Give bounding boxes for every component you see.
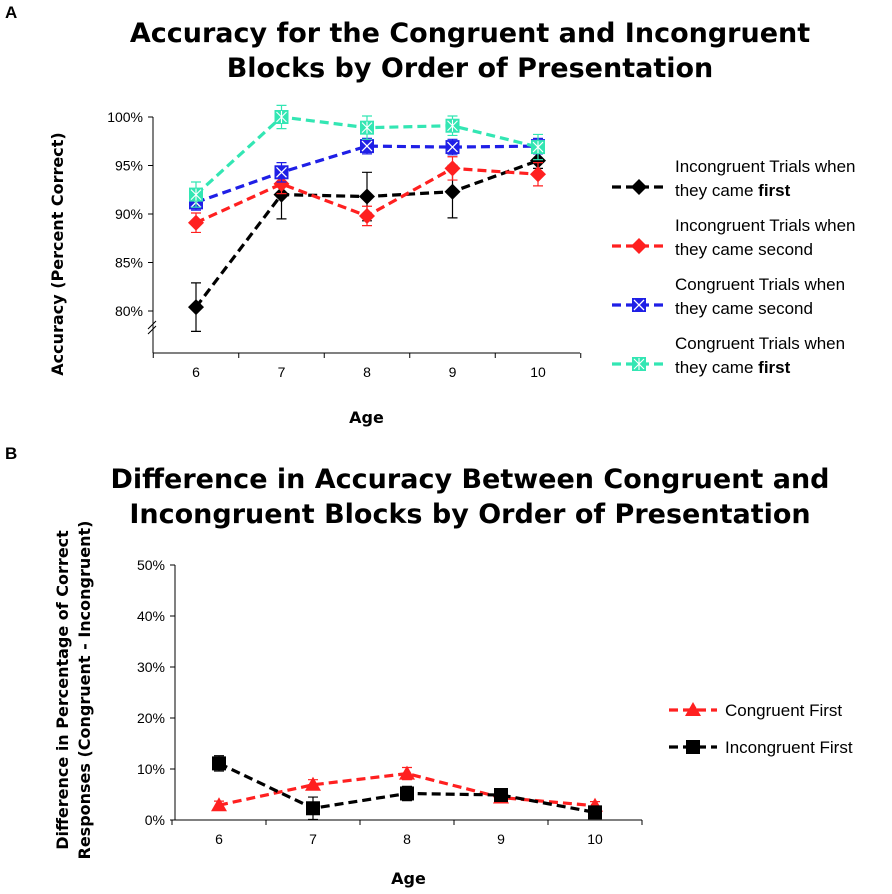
chart-a-series-4-point-star bbox=[361, 121, 373, 134]
chart-a-x-tick-label: 7 bbox=[278, 364, 286, 380]
chart-b-y-tick-label: 0% bbox=[145, 812, 165, 828]
chart-a-series-3-line bbox=[195, 144, 539, 204]
chart-a-series-4-point bbox=[445, 118, 460, 133]
chart-b-title-line2: Incongruent Blocks by Order of Presentat… bbox=[129, 499, 811, 530]
chart-a-series-4-point-star bbox=[447, 119, 458, 132]
chart-a-title: Accuracy for the Congruent and Incongrue… bbox=[90, 16, 850, 86]
chart-b-x-tick-label: 6 bbox=[215, 831, 223, 847]
chart-b-series-2-point bbox=[400, 786, 414, 801]
chart-b-series-2-point bbox=[212, 756, 226, 771]
chart-a-series-3-point-cross bbox=[361, 140, 373, 152]
chart-a-x-tick-label: 6 bbox=[192, 364, 200, 380]
chart-a-series-4-point-star bbox=[532, 141, 544, 154]
chart-b-series-2-point bbox=[588, 805, 602, 820]
chart-a-legend-2-marker bbox=[631, 238, 647, 254]
chart-a-legend-4-text-line1: Congruent Trials when bbox=[675, 334, 845, 353]
chart-a-legend-1-text-line2-normal: they came bbox=[675, 181, 758, 200]
chart-a-series-3-point bbox=[360, 139, 374, 154]
chart-a: 80% 85% 90% 95% 100% 6 7 8 9 10 Age Accuracy (Perce… bbox=[48, 104, 856, 427]
chart-a-series-4-point-star bbox=[276, 111, 287, 123]
chart-a-legend-4-text-line2-bold: first bbox=[758, 358, 790, 377]
chart-a-x-tick-label: 9 bbox=[449, 364, 457, 380]
chart-b-series-2-point bbox=[306, 801, 320, 816]
chart-a-series-3-point-cross bbox=[276, 166, 287, 178]
chart-a-x-tick-label: 8 bbox=[363, 364, 371, 380]
chart-b-y-axis-title-line1: Difference in Percentage of Correct bbox=[53, 530, 72, 850]
chart-b-x-tick-label: 9 bbox=[497, 831, 505, 847]
chart-a-legend-4-text-line2: they came first bbox=[675, 358, 791, 377]
chart-a-legend-3-marker-cross bbox=[633, 299, 645, 311]
chart-a-x-tick-label: 10 bbox=[530, 364, 546, 380]
chart-a-legend-1-text-line2-bold: first bbox=[758, 181, 790, 200]
chart-b-x-tick-label: 10 bbox=[587, 831, 603, 847]
chart-a-y-axis-title: Accuracy (Percent Correct) bbox=[48, 132, 67, 375]
chart-b-title: Difference in Accuracy Between Congruent… bbox=[90, 462, 850, 532]
chart-b-y-tick-label: 20% bbox=[137, 710, 165, 726]
chart-a-legend-4-text-line2-normal: they came bbox=[675, 358, 758, 377]
chart-a-series-1-point bbox=[530, 152, 546, 169]
chart-b-y-tick-label: 40% bbox=[137, 608, 165, 624]
panel-a-label: A bbox=[5, 3, 18, 22]
chart-b-y-tick-label: 30% bbox=[137, 659, 165, 675]
chart-a-series-2-point bbox=[444, 160, 461, 177]
chart-a-legend-2-text-line2: they came second bbox=[675, 240, 813, 259]
chart-a-axis-break bbox=[147, 320, 157, 335]
chart-b-y-tick-label: 50% bbox=[137, 557, 165, 573]
chart-a-series-4-point bbox=[189, 187, 203, 202]
chart-a-series-2-point bbox=[188, 214, 204, 231]
chart-a-series-1-point bbox=[444, 183, 461, 200]
chart-b-x-tick-label: 8 bbox=[403, 831, 411, 847]
chart-b-legend-1-text: Congruent First bbox=[725, 701, 842, 720]
chart-a-x-axis-title: Age bbox=[349, 408, 384, 427]
chart-a-y-tick-label: 85% bbox=[115, 255, 143, 271]
chart-b-legend-2-marker bbox=[686, 740, 700, 754]
chart-a-y-tick-label: 90% bbox=[115, 206, 143, 222]
chart-a-legend-3-text-line2-normal: they came second bbox=[675, 299, 813, 318]
chart-b-legend-2-text: Incongruent First bbox=[725, 738, 853, 757]
chart-a-series-1-point bbox=[188, 299, 204, 316]
chart-a-legend-1-text-line1: Incongruent Trials when bbox=[675, 157, 856, 176]
chart-a-series-4-point bbox=[274, 110, 289, 124]
chart-a-legend-3-text-line2: they came second bbox=[675, 299, 813, 318]
chart-a-y-tick-label: 95% bbox=[115, 158, 143, 174]
chart-b-x-tick-label: 7 bbox=[309, 831, 317, 847]
chart-a-title-line2: Blocks by Order of Presentation bbox=[226, 53, 714, 84]
chart-b-x-axis-title: Age bbox=[391, 869, 426, 888]
chart-a-series-4-point bbox=[531, 140, 545, 155]
chart-a-legend-4-marker bbox=[632, 357, 646, 371]
chart-b-series-1-point bbox=[211, 797, 227, 812]
chart-a-series-3-point-cross bbox=[447, 141, 458, 153]
chart-a-legend-2-text-line1: Incongruent Trials when bbox=[675, 216, 856, 235]
chart-a-series-3-point bbox=[445, 140, 460, 155]
panel-b-label: B bbox=[5, 444, 18, 463]
chart-a-series-4-point-star bbox=[190, 188, 202, 201]
chart-b-title-line1: Difference in Accuracy Between Congruent… bbox=[110, 464, 830, 495]
chart-a-series-2-point bbox=[530, 166, 546, 183]
chart-b-y-axis-title-line2: Responses (Congruent - Incongruent) bbox=[75, 521, 94, 860]
chart-b-y-tick-label: 10% bbox=[137, 761, 165, 777]
chart-a-series-4-point bbox=[360, 120, 374, 135]
chart-a-series-1-point bbox=[273, 186, 290, 203]
chart-a-legend-3-marker bbox=[632, 298, 646, 312]
chart-a-legend-1-marker bbox=[631, 179, 647, 195]
chart-a-series-2-point bbox=[273, 175, 290, 192]
chart-a-series-3-point bbox=[274, 165, 289, 180]
chart-b-legend-1-marker bbox=[685, 702, 701, 716]
chart-a-legend-1-text-line2: they came first bbox=[675, 181, 791, 200]
chart-a-y-tick-label: 100% bbox=[107, 109, 143, 125]
chart-b-series-2-point bbox=[494, 788, 508, 803]
chart-a-legend-2-text-line2-normal: they came second bbox=[675, 240, 813, 259]
chart-a-title-line1: Accuracy for the Congruent and Incongrue… bbox=[129, 18, 811, 49]
chart-a-legend-4-marker-star bbox=[633, 358, 645, 370]
chart-a-series-2-point bbox=[359, 207, 375, 224]
chart-b-series-1-point bbox=[305, 776, 321, 791]
chart-a-series-1-point bbox=[359, 188, 375, 205]
chart-a-legend-3-text-line1: Congruent Trials when bbox=[675, 275, 845, 294]
chart-a-y-tick-label: 80% bbox=[115, 303, 143, 319]
chart-b-series-1-point bbox=[399, 765, 415, 780]
